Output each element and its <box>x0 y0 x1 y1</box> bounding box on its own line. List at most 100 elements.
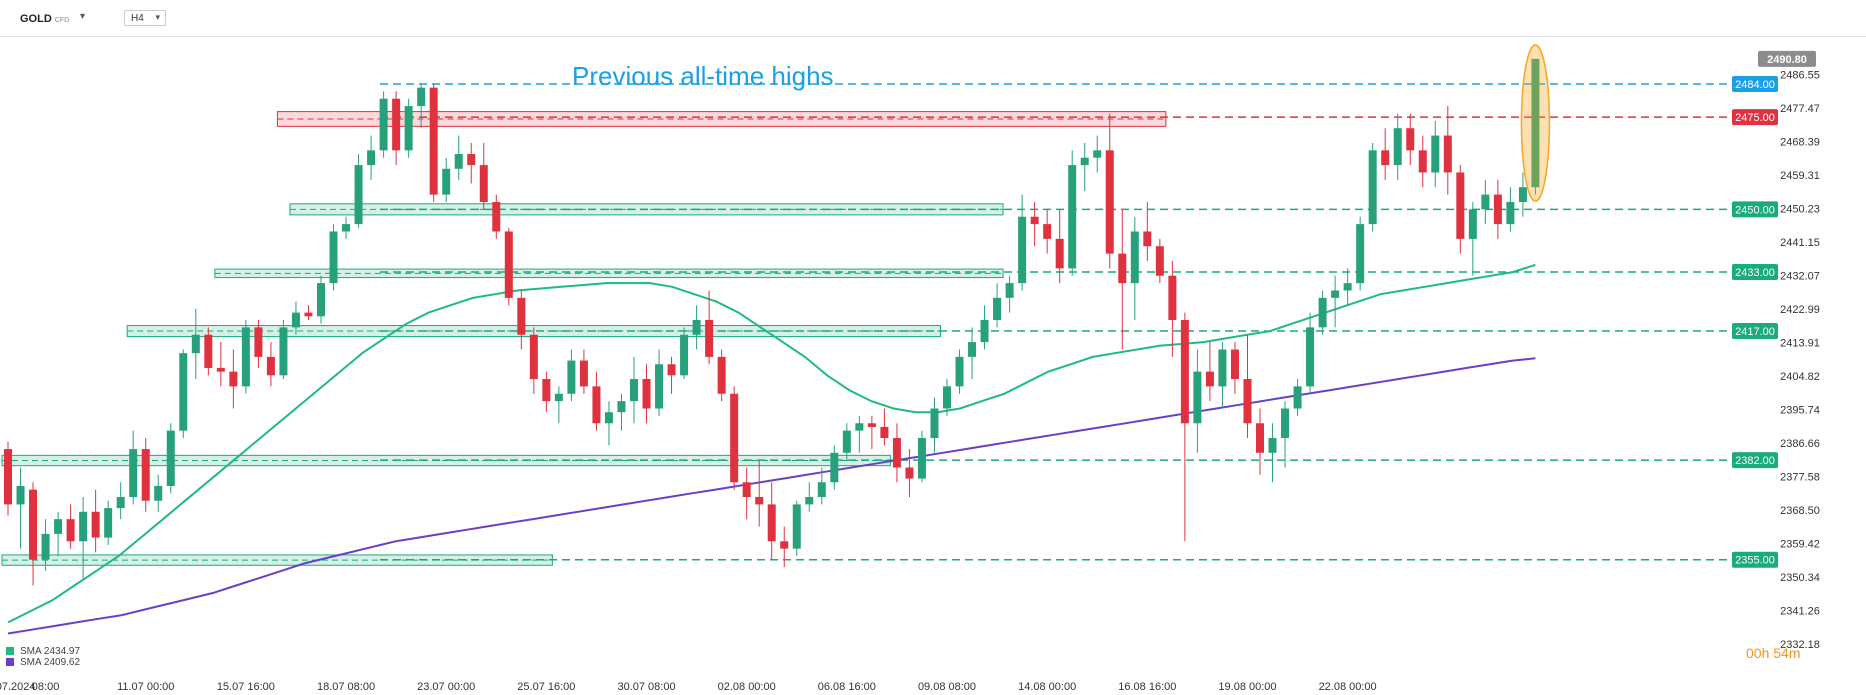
candle <box>216 342 225 387</box>
candle-body <box>29 489 38 560</box>
highlight-ellipse <box>1520 44 1551 202</box>
candle-body <box>1506 201 1515 225</box>
candle-body <box>166 430 175 486</box>
level-badge-label: 2475.00 <box>1735 112 1775 124</box>
candle-body <box>604 412 613 424</box>
candle <box>254 319 263 368</box>
level-badge <box>1732 75 1778 92</box>
candle-body <box>129 449 138 498</box>
candle <box>1080 142 1089 191</box>
candle <box>1356 216 1365 291</box>
price-tick-label: 2486.55 <box>1780 70 1820 82</box>
candle <box>993 283 1002 328</box>
candle-body <box>1368 150 1377 225</box>
candle-body <box>1518 187 1527 202</box>
time-tick-label: 09.08 08:00 <box>918 681 976 693</box>
time-tick-label: 22.08 00:00 <box>1319 681 1377 693</box>
candle <box>1105 113 1114 269</box>
candle-body <box>867 423 876 427</box>
candle <box>104 500 113 545</box>
candle <box>1531 58 1540 195</box>
candle <box>630 356 638 424</box>
candle-body <box>1268 438 1277 453</box>
candle-body <box>79 511 88 542</box>
candle <box>1218 342 1227 409</box>
candle-body <box>116 497 125 509</box>
candle-body <box>1343 283 1352 291</box>
timeframe-selector[interactable]: H4 ▾ <box>124 10 166 26</box>
candle <box>554 386 563 424</box>
candle-body <box>1531 58 1540 188</box>
candle-body <box>254 327 263 357</box>
candle <box>655 349 664 416</box>
candle-body <box>1193 371 1202 424</box>
candle <box>1018 194 1027 291</box>
candle <box>792 500 801 557</box>
candle-body <box>429 87 438 195</box>
candle-body <box>1443 135 1452 173</box>
symbol-dropdown-icon[interactable]: ▾ <box>80 11 86 22</box>
candle <box>291 301 300 335</box>
candle-body <box>667 364 676 376</box>
candle <box>1493 179 1502 239</box>
price-tick-label: 2332.18 <box>1780 639 1820 651</box>
candle-body <box>141 449 150 501</box>
candle <box>830 445 839 490</box>
candle-body <box>41 533 50 560</box>
candle <box>304 305 313 320</box>
candle <box>1256 408 1264 475</box>
symbol-selector[interactable]: GOLD CFD <box>20 13 69 25</box>
sma-layer <box>7 263 1536 635</box>
candle <box>454 135 463 180</box>
candle-body <box>241 327 250 387</box>
candle <box>504 227 513 306</box>
candle <box>266 342 275 387</box>
candle <box>41 519 50 571</box>
price-tick-label: 2413.91 <box>1780 337 1820 349</box>
candles-layer <box>4 58 1540 586</box>
candle-body <box>154 485 163 501</box>
time-tick-label: 11.07 00:00 <box>117 681 174 693</box>
candle <box>317 275 325 324</box>
candle-body <box>730 393 739 483</box>
candle-body <box>379 98 388 151</box>
candle-body <box>479 165 488 202</box>
candle-body <box>342 224 351 232</box>
time-tick-label: 14.08 00:00 <box>1018 681 1076 693</box>
candle <box>279 319 288 380</box>
time-tick-label: 18.07 08:00 <box>317 681 375 693</box>
candle-body <box>1130 231 1139 284</box>
candle <box>780 526 789 568</box>
candle-body <box>104 508 113 538</box>
zones-layer <box>1 111 1167 566</box>
candle <box>767 482 776 560</box>
candle-body <box>1005 283 1014 298</box>
candle <box>805 482 814 512</box>
candle <box>1205 342 1214 402</box>
candle-body <box>542 379 551 402</box>
candle-body <box>1393 128 1402 166</box>
candle <box>442 157 451 202</box>
candle <box>855 415 864 453</box>
candle <box>604 401 613 446</box>
candle <box>667 356 676 394</box>
candle <box>4 441 12 516</box>
candle-body <box>54 519 63 534</box>
chart-toolbar: GOLD CFD ▾ H4 ▾ <box>0 0 1866 36</box>
candle-body <box>1093 150 1102 158</box>
candle-body <box>692 319 701 335</box>
annotation-layer: Previous all-time highs <box>572 44 1551 202</box>
candle <box>342 216 351 239</box>
candle-body <box>1168 275 1177 320</box>
candle-body <box>792 504 801 549</box>
axes-layer: 2486.55 2477.47 2468.39 2459.31 2450.23 2441.… <box>0 36 1866 693</box>
candle <box>66 504 75 549</box>
candle-body <box>1481 194 1490 210</box>
time-tick-label: 16.08 16:00 <box>1118 681 1176 693</box>
candle-body <box>755 497 764 505</box>
candle-body <box>1243 379 1252 424</box>
candle-body <box>266 356 275 376</box>
candle-body <box>1080 157 1089 166</box>
candle <box>730 386 739 490</box>
